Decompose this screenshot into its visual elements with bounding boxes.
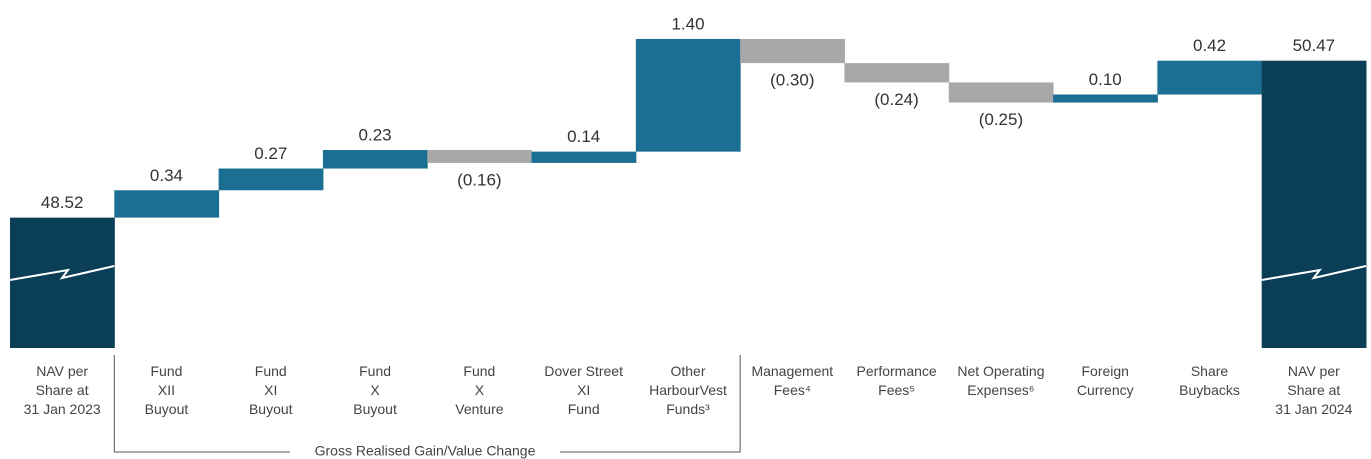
bar — [10, 217, 115, 348]
value-label: 50.47 — [1293, 36, 1336, 55]
x-tick-label-line: 31 Jan 2024 — [1275, 401, 1352, 417]
value-label: (0.24) — [874, 90, 918, 109]
x-tick-label-line: Other — [670, 363, 705, 379]
bar — [1157, 60, 1263, 95]
x-tick-label-line: NAV per — [36, 363, 88, 379]
x-tick-label-line: Currency — [1077, 382, 1134, 398]
value-label: 0.10 — [1089, 70, 1122, 89]
x-tick-label: Share Buybacks — [1179, 363, 1240, 398]
x-tick-label-line: Fund — [568, 401, 600, 417]
x-tick-label: Fund X Venture — [455, 363, 503, 417]
bar — [218, 168, 324, 191]
x-tick-label-line: XII — [158, 382, 175, 398]
x-tick-label-line: Buyout — [249, 401, 293, 417]
bar — [531, 151, 637, 163]
bar — [948, 82, 1054, 103]
axis-break — [1261, 265, 1367, 281]
x-tick-label-line: Expenses⁶ — [967, 382, 1034, 398]
x-tick-label-line: Fund — [463, 363, 495, 379]
bar — [635, 38, 741, 152]
x-tick-label-line: X — [370, 382, 380, 398]
x-tick-label-line: X — [475, 382, 485, 398]
bar — [844, 63, 950, 83]
x-tick-label-line: XI — [577, 382, 590, 398]
bracket — [113, 355, 290, 453]
x-tick-label-line: Fees⁴ — [774, 382, 811, 398]
x-tick-label-line: HarbourVest — [649, 382, 727, 398]
x-tick-label: NAV per Share at 31 Jan 2023 — [24, 363, 101, 417]
x-tick-label-line: Management — [751, 363, 833, 379]
value-label: 48.52 — [41, 193, 84, 212]
x-tick-label-line: Performance — [857, 363, 937, 379]
x-tick-label-line: Share at — [36, 382, 89, 398]
x-tick-label: Performance Fees⁵ — [857, 363, 937, 398]
bar — [114, 190, 220, 218]
value-label: (0.30) — [770, 71, 814, 90]
x-tick-label-line: Buybacks — [1179, 382, 1240, 398]
bracket — [560, 355, 741, 453]
x-tick-label-line: Funds³ — [666, 401, 710, 417]
bracket-label: Gross Realised Gain/Value Change — [315, 443, 536, 459]
x-tick-label: Dover Street XI Fund — [544, 363, 623, 417]
x-tick-label-line: Share — [1191, 363, 1229, 379]
x-tick-label-line: Foreign — [1081, 363, 1128, 379]
bar — [1261, 60, 1367, 348]
x-tick-label: Management Fees⁴ — [751, 363, 833, 398]
x-tick-label-line: 31 Jan 2023 — [24, 401, 101, 417]
value-label: 0.14 — [567, 127, 600, 146]
value-label: 0.42 — [1193, 36, 1226, 55]
x-tick-label-line: XI — [264, 382, 277, 398]
x-tick-label-line: Dover Street — [544, 363, 623, 379]
x-tick-label: NAV per Share at 31 Jan 2024 — [1275, 363, 1352, 417]
x-tick-label: Foreign Currency — [1077, 363, 1134, 398]
bar — [427, 150, 533, 163]
x-tick-label-line: Buyout — [353, 401, 397, 417]
value-label: 0.34 — [150, 166, 183, 185]
x-tick-label-line: Fund — [359, 363, 391, 379]
x-tick-label-line: Share at — [1287, 382, 1340, 398]
value-label: (0.16) — [457, 170, 501, 189]
x-tick-label: Other HarbourVest Funds³ — [649, 363, 727, 417]
x-tick-label-line: Buyout — [145, 401, 189, 417]
axis-break — [9, 265, 115, 281]
value-label: 0.23 — [359, 126, 392, 145]
value-label: 0.27 — [254, 144, 287, 163]
x-tick-label: Fund X Buyout — [353, 363, 397, 417]
x-tick-label: Fund XI Buyout — [249, 363, 293, 417]
value-label: (0.25) — [979, 110, 1023, 129]
x-tick-label-line: Fund — [151, 363, 183, 379]
bar — [322, 150, 428, 169]
bar — [1053, 94, 1158, 103]
x-tick-label-line: Net Operating — [957, 363, 1044, 379]
value-label: 1.40 — [671, 14, 704, 33]
x-tick-label: Fund XII Buyout — [145, 363, 189, 417]
x-tick-label-line: Fees⁵ — [878, 382, 915, 398]
x-tick-label: Net Operating Expenses⁶ — [957, 363, 1044, 398]
x-tick-label-line: Fund — [255, 363, 287, 379]
x-tick-label-line: Venture — [455, 401, 503, 417]
x-tick-label-line: NAV per — [1288, 363, 1340, 379]
bar — [740, 38, 845, 64]
